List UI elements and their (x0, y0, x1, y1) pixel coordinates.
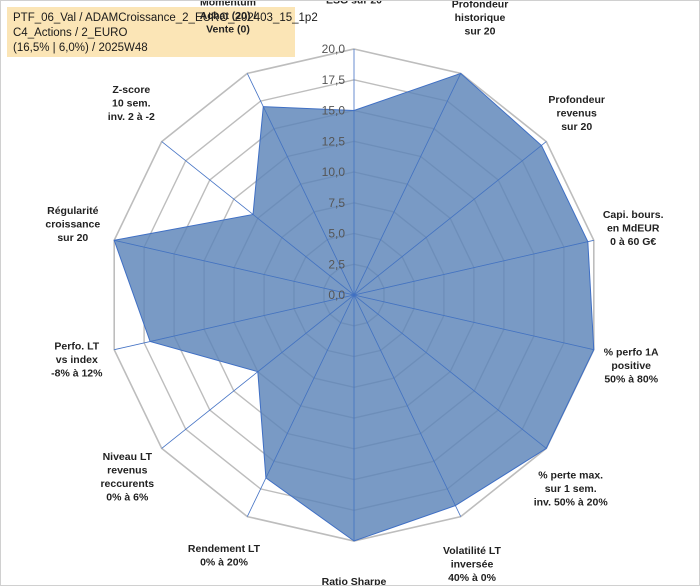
axis-label-line: positive (611, 360, 651, 372)
axis-label: Momentum Achat (20) / Vente (0) (200, 1, 257, 35)
axis-label-line: 0 à 60 G€ (610, 236, 656, 248)
axis-label-line: Rendement LT (188, 543, 261, 555)
r-tick-label: 15,0 (322, 104, 346, 118)
r-tick-label: 2,5 (328, 257, 345, 271)
radar-axis-labels: NoteESG sur 20Profondeurhistoriquesur 20… (45, 1, 663, 585)
axis-label-line: revenus (107, 464, 147, 476)
r-tick-label: 20,0 (322, 42, 346, 56)
axis-label: Profondeur historique sur 20 (452, 1, 509, 37)
axis-label-line: sur 20 (561, 121, 592, 133)
axis-label: NoteESG sur 20 (326, 1, 382, 7)
axis-label: Profondeur revenus sur 20 (548, 94, 605, 133)
axis-label-line: 40% à 0% (448, 572, 497, 584)
title-line-1: PTF_06_Val / ADAMCroissance_2_EURO_20240… (13, 12, 318, 24)
axis-label-line: sur 1 sem. (545, 483, 597, 495)
axis-spoke-overlay (262, 106, 355, 296)
axis-label-line: Niveau LT (103, 451, 153, 463)
axis-label: Capi. bours. en MdEUR 0 à 60 G€ (603, 209, 664, 248)
axis-spoke-overlay (265, 294, 355, 479)
axis-label-line: ESG sur 20 (326, 1, 382, 7)
axis-label-line: 10 sem. (112, 98, 151, 110)
axis-spoke-overlay (353, 294, 594, 351)
axis-spoke-overlay (353, 294, 456, 506)
axis-label-line: vs index (56, 354, 98, 366)
axis-label-line: inv. 50% à 20% (534, 497, 609, 509)
axis-label-line: 0% à 6% (106, 491, 149, 503)
axis-label-line: Ratio Sharpe (322, 576, 387, 585)
axis-label-line: Volatilité LT (443, 545, 502, 557)
axis-label-line: sur 20 (57, 232, 88, 244)
axis-label-line: Z-score (112, 84, 150, 96)
radar-tick-labels: 0,0 2,5 5,0 7,5 10,0 12,5 15,0 17,5 20,0 (322, 42, 346, 302)
axis-label-line: % perte max. (538, 470, 603, 482)
axis-spoke-overlay (252, 214, 355, 296)
axis-spoke-overlay (353, 73, 462, 296)
axis-spoke-overlay (353, 294, 547, 449)
axis-label-line: Vente (0) (206, 23, 250, 35)
axis-label: Niveau LT revenus reccurents 0% à 6% (100, 451, 154, 504)
axis-label-line: croissance (45, 219, 100, 231)
r-tick-label: 0,0 (328, 288, 345, 302)
title-line-3: (16,5% | 6,0%) / 2025W48 (13, 42, 148, 54)
r-tick-label: 5,0 (328, 227, 345, 241)
axis-label-line: % perfo 1A (604, 347, 659, 359)
axis-label-line: -8% à 12% (51, 367, 103, 379)
axis-spoke-overlay (257, 294, 355, 372)
axis-label-line: 0% à 20% (200, 557, 249, 569)
axis-label-line: Profondeur (548, 94, 605, 106)
r-tick-label: 7,5 (328, 196, 345, 210)
axis-label: Perfo. LT vs index -8% à 12% (51, 340, 103, 379)
axis-spoke-overlay (114, 239, 355, 296)
axis-spoke-overlay (353, 145, 542, 296)
axis-label: Rendement LT 0% à 20% (188, 543, 261, 569)
axis-label-line: 50% à 80% (604, 374, 658, 386)
axis-label-line: revenus (557, 108, 597, 120)
axis-label-line: inv. 2 à -2 (108, 111, 155, 123)
r-tick-label: 12,5 (322, 134, 346, 148)
axis-label-line: Capi. bours. (603, 209, 664, 221)
r-tick-label: 10,0 (322, 165, 346, 179)
axis-label: Volatilité LT inversée 40% à 0% (443, 545, 502, 584)
r-tick-label: 17,5 (322, 73, 346, 87)
axis-label: Ratio Sharpe0 à 1 (322, 576, 387, 585)
axis-spoke-overlay (150, 294, 355, 342)
axis-label: Régularité croissance sur 20 (45, 205, 100, 244)
axis-label-line: Profondeur (452, 1, 509, 10)
axis-label-line: Momentum (200, 1, 256, 8)
axis-label: % perfo 1A positive 50% à 80% (604, 347, 659, 386)
axis-label-line: reccurents (100, 478, 154, 490)
axis-label-line: historique (455, 12, 506, 24)
axis-label-line: inversée (451, 559, 494, 571)
axis-label-line: en MdEUR (607, 223, 660, 235)
axis-label-line: Régularité (47, 205, 99, 217)
axis-label-line: Perfo. LT (54, 340, 99, 352)
axis-label-line: Achat (20) / (200, 10, 257, 22)
title-line-2: C4_Actions / 2_EURO (13, 27, 128, 39)
axis-label: % perte max. sur 1 sem. inv. 50% à 20% (534, 470, 609, 509)
radar-series (113, 72, 595, 542)
axis-label: Z-score 10 sem. inv. 2 à -2 (108, 84, 155, 123)
chart-title-box: PTF_06_Val / ADAMCroissance_2_EURO_20240… (7, 7, 318, 57)
axis-label-line: sur 20 (465, 25, 496, 37)
axis-spoke-overlay (353, 241, 588, 296)
